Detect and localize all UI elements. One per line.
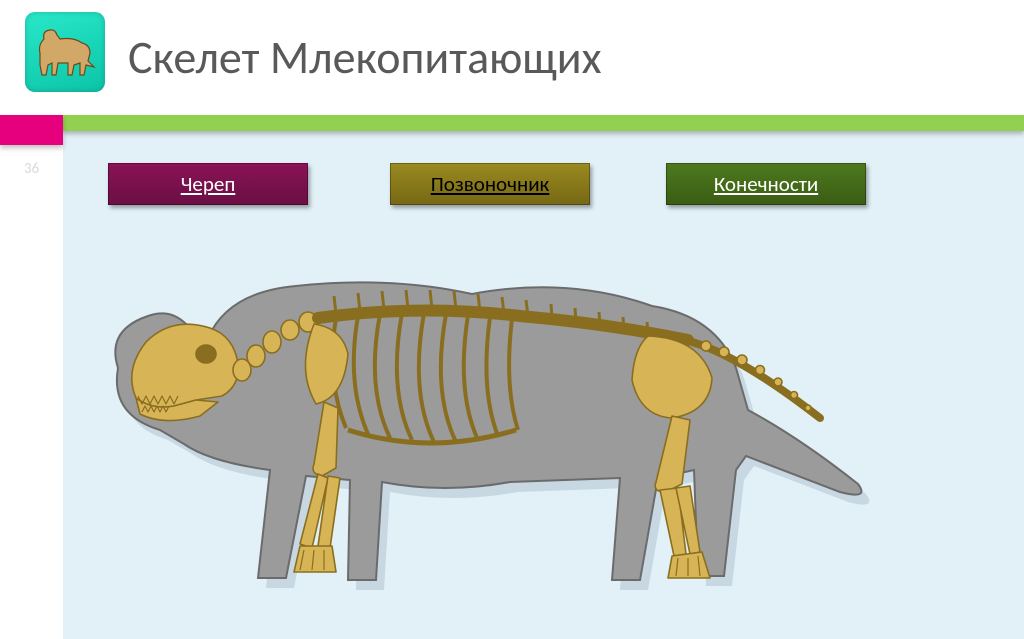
skull-button-label: Череп: [181, 171, 236, 197]
spine-button[interactable]: Позвоночник: [390, 163, 590, 205]
title-icon-box: [25, 12, 105, 92]
skeleton-diagram: [100, 220, 880, 625]
limbs-button[interactable]: Конечности: [666, 163, 866, 205]
header-area: Скелет Млекопитающих: [0, 0, 1024, 115]
slide: Скелет Млекопитающих 36 Череп Позвоночни…: [0, 0, 1024, 639]
skull-button[interactable]: Череп: [108, 163, 308, 205]
dog-icon: [30, 17, 100, 87]
spine-button-label: Позвоночник: [431, 171, 550, 197]
limbs-button-label: Конечности: [714, 171, 818, 197]
pink-tab: [0, 115, 63, 145]
page-title: Скелет Млекопитающих: [128, 30, 602, 86]
page-number: 36: [24, 160, 39, 178]
accent-bar: [63, 115, 1024, 131]
